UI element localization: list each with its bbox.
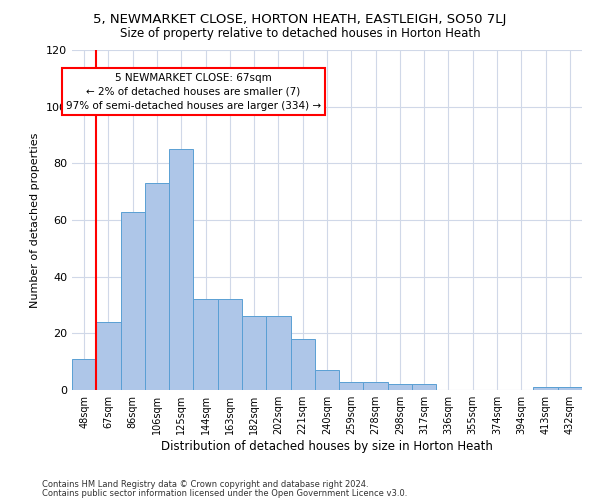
Bar: [339, 382, 364, 390]
Bar: [72, 359, 96, 390]
Text: Contains public sector information licensed under the Open Government Licence v3: Contains public sector information licen…: [42, 488, 407, 498]
Text: 5, NEWMARKET CLOSE, HORTON HEATH, EASTLEIGH, SO50 7LJ: 5, NEWMARKET CLOSE, HORTON HEATH, EASTLE…: [94, 12, 506, 26]
Bar: [242, 316, 266, 390]
X-axis label: Distribution of detached houses by size in Horton Heath: Distribution of detached houses by size …: [161, 440, 493, 453]
Text: Size of property relative to detached houses in Horton Heath: Size of property relative to detached ho…: [119, 28, 481, 40]
Text: 5 NEWMARKET CLOSE: 67sqm
← 2% of detached houses are smaller (7)
97% of semi-det: 5 NEWMARKET CLOSE: 67sqm ← 2% of detache…: [66, 72, 321, 110]
Bar: [169, 149, 193, 390]
Text: Contains HM Land Registry data © Crown copyright and database right 2024.: Contains HM Land Registry data © Crown c…: [42, 480, 368, 489]
Bar: [145, 183, 169, 390]
Bar: [364, 382, 388, 390]
Bar: [315, 370, 339, 390]
Bar: [121, 212, 145, 390]
Bar: [533, 387, 558, 390]
Bar: [290, 339, 315, 390]
Bar: [412, 384, 436, 390]
Bar: [218, 300, 242, 390]
Bar: [96, 322, 121, 390]
Bar: [388, 384, 412, 390]
Bar: [193, 300, 218, 390]
Bar: [266, 316, 290, 390]
Bar: [558, 387, 582, 390]
Y-axis label: Number of detached properties: Number of detached properties: [31, 132, 40, 308]
